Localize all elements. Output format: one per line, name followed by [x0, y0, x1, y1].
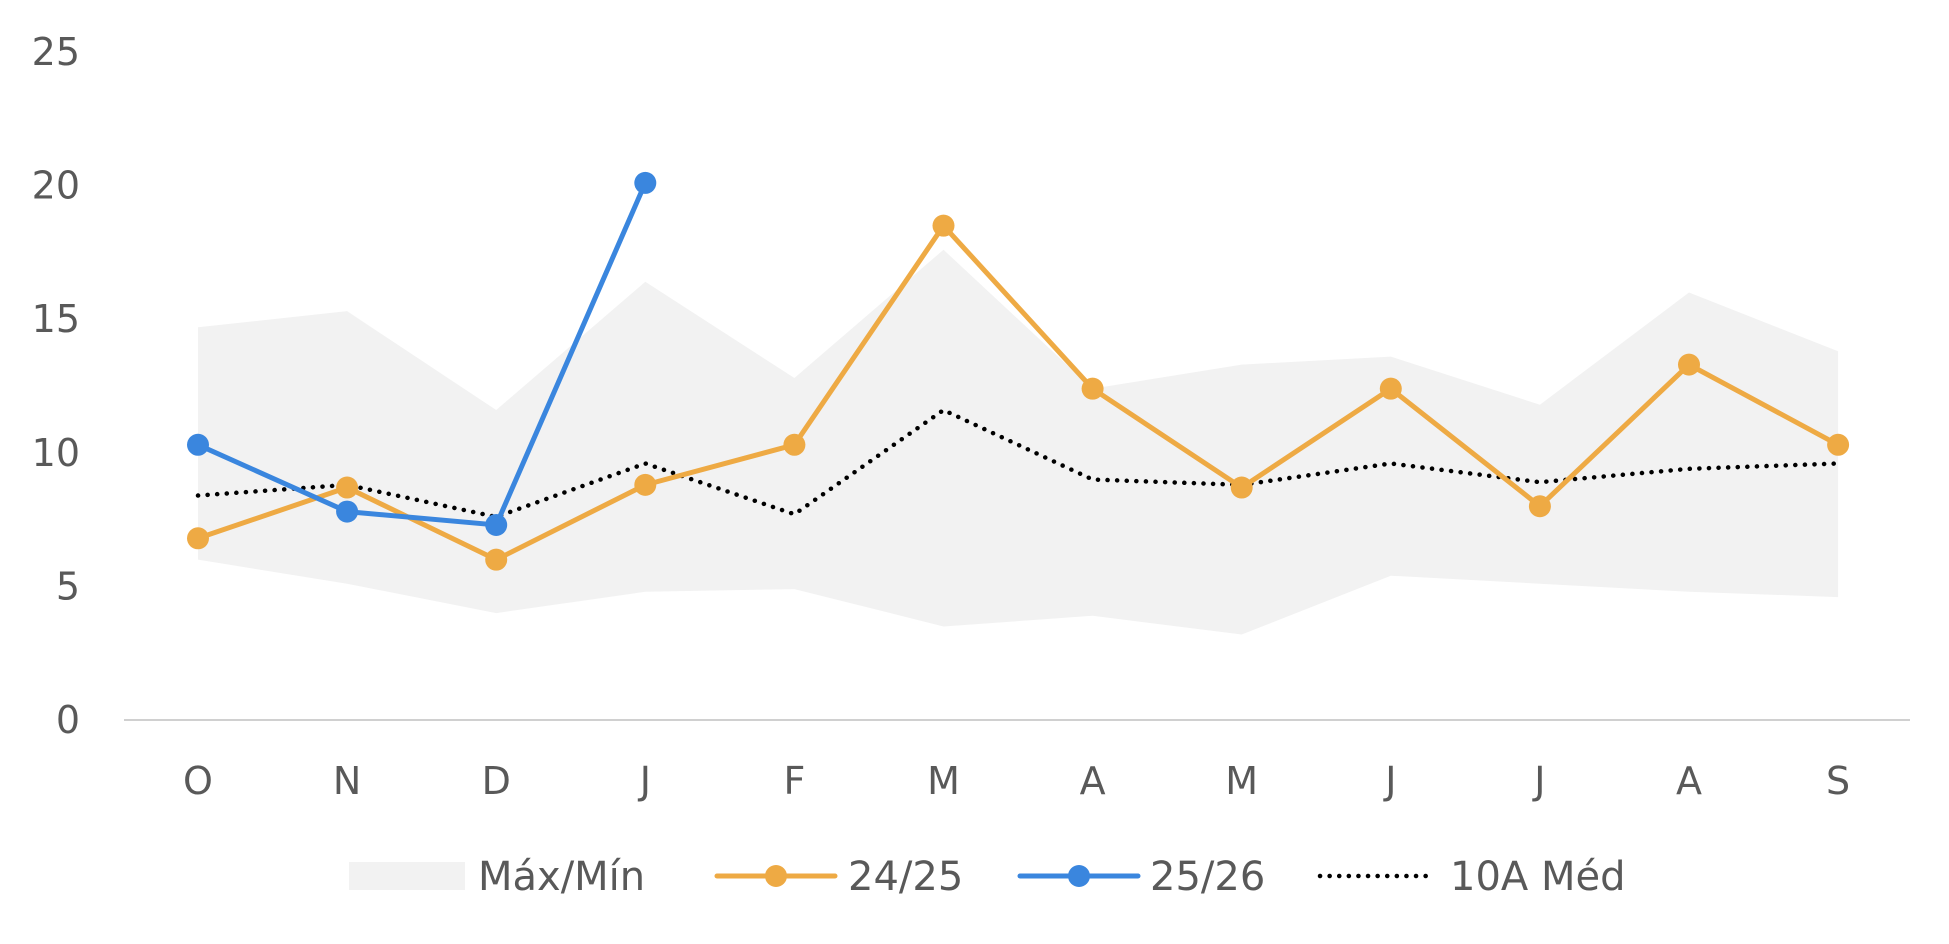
data-point-24-25	[1379, 377, 1402, 400]
data-point-24-25	[932, 214, 955, 237]
legend-swatch-band	[349, 862, 465, 890]
x-tick-label: A	[1080, 759, 1106, 803]
y-tick-label: 10	[32, 431, 80, 475]
legend-label: 10A Méd	[1450, 854, 1626, 900]
data-point-24-25	[1081, 377, 1104, 400]
legend-label: Máx/Mín	[478, 854, 645, 900]
x-tick-label: S	[1826, 759, 1850, 803]
data-point-25-26	[634, 171, 657, 194]
x-tick-label: A	[1676, 759, 1702, 803]
legend: Máx/Mín 24/25 25/26 10A Méd	[349, 854, 1626, 900]
x-tick-label: M	[927, 759, 960, 803]
series-line-25-26	[195, 180, 648, 528]
y-tick-label: 5	[56, 564, 80, 608]
max-min-band-layer	[198, 249, 1839, 635]
data-point-25-26	[336, 500, 359, 523]
data-point-24-25	[336, 476, 359, 499]
data-point-24-25	[1528, 495, 1551, 518]
legend-label: 25/26	[1150, 854, 1265, 900]
data-point-24-25	[187, 527, 209, 550]
y-tick-label: 20	[32, 164, 80, 208]
data-point-24-25	[1827, 433, 1850, 456]
x-tick-label: O	[183, 759, 213, 803]
legend-swatch-marker	[1068, 865, 1090, 887]
x-tick-label: J	[1532, 759, 1545, 803]
series-layer	[187, 171, 1850, 571]
y-tick-label: 25	[32, 30, 80, 74]
data-point-24-25	[783, 433, 806, 456]
data-point-24-25	[634, 473, 657, 496]
y-axis-tick-labels: 0 5 10 15 20 25	[32, 30, 80, 742]
data-point-24-25	[1230, 476, 1253, 499]
series-line-24-25	[195, 223, 1841, 563]
legend-label: 24/25	[848, 854, 963, 900]
legend-swatch-marker	[765, 865, 787, 887]
data-point-25-26	[485, 513, 508, 536]
x-tick-label: F	[783, 759, 805, 803]
series-24-25	[187, 214, 1850, 571]
x-tick-label: J	[1383, 759, 1396, 803]
data-point-24-25	[1678, 353, 1700, 376]
series-25-26	[187, 171, 657, 536]
max-min-band	[198, 249, 1839, 635]
y-tick-label: 0	[56, 698, 80, 742]
data-point-24-25	[485, 548, 508, 571]
x-tick-label: N	[333, 759, 361, 803]
x-tick-label: M	[1225, 759, 1258, 803]
x-tick-label: J	[638, 759, 651, 803]
data-point-25-26	[187, 433, 209, 456]
x-tick-label: D	[482, 759, 511, 803]
y-tick-label: 15	[32, 297, 80, 341]
